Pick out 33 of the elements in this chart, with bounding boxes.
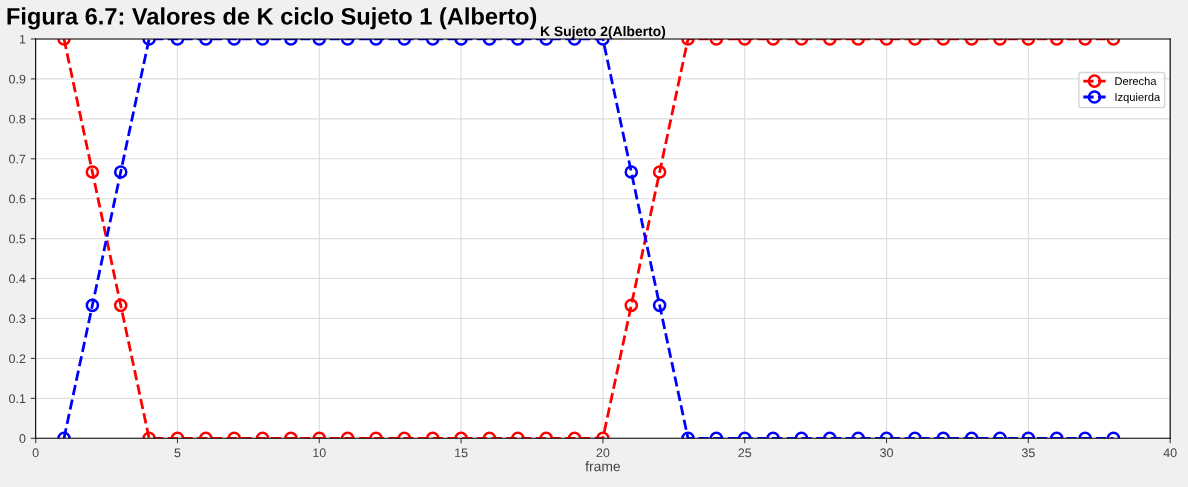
- legend-label: Izquierda: [1115, 92, 1161, 104]
- x-axis-title: frame: [585, 461, 621, 472]
- y-tick-label: 0.5: [9, 234, 26, 244]
- x-tick-label: 5: [174, 448, 181, 458]
- y-tick-label: 0.3: [9, 314, 26, 324]
- point: [624, 165, 639, 179]
- point: [85, 165, 100, 179]
- chart-subtitle: Figura 6.7: Valores de K ciclo Sujeto 1 (Alberto): [7, 7, 537, 30]
- x-tick-label: 0: [32, 448, 39, 458]
- y-tick-label: 0.6: [9, 194, 26, 204]
- y-tick-label: 0.2: [9, 354, 26, 364]
- y-tick-label: 1: [19, 34, 26, 44]
- y-tick-label: 0.4: [9, 274, 26, 284]
- x-tick-label: 10: [313, 448, 326, 458]
- point: [652, 298, 667, 313]
- point: [113, 165, 128, 179]
- point: [624, 298, 639, 313]
- y-tick-label: 0.1: [9, 394, 26, 404]
- y-tick-label: 0.8: [9, 114, 26, 124]
- y-tick-label: 0.7: [9, 154, 26, 164]
- y-tick-label: 0.9: [9, 74, 26, 84]
- x-tick-label: 25: [738, 448, 752, 458]
- x-tick-label: 20: [596, 448, 610, 458]
- x-tick-label: 40: [1163, 448, 1177, 458]
- x-tick-label: 35: [1021, 448, 1035, 458]
- point: [85, 298, 100, 313]
- legend-label: Derecha: [1115, 76, 1157, 86]
- point: [113, 298, 128, 313]
- x-tick-label: 15: [455, 448, 468, 458]
- y-tick-label: 0: [19, 434, 26, 443]
- point: [652, 165, 667, 179]
- x-tick-label: 30: [880, 448, 894, 458]
- chart-title: K Sujeto 2(Alberto): [540, 26, 666, 39]
